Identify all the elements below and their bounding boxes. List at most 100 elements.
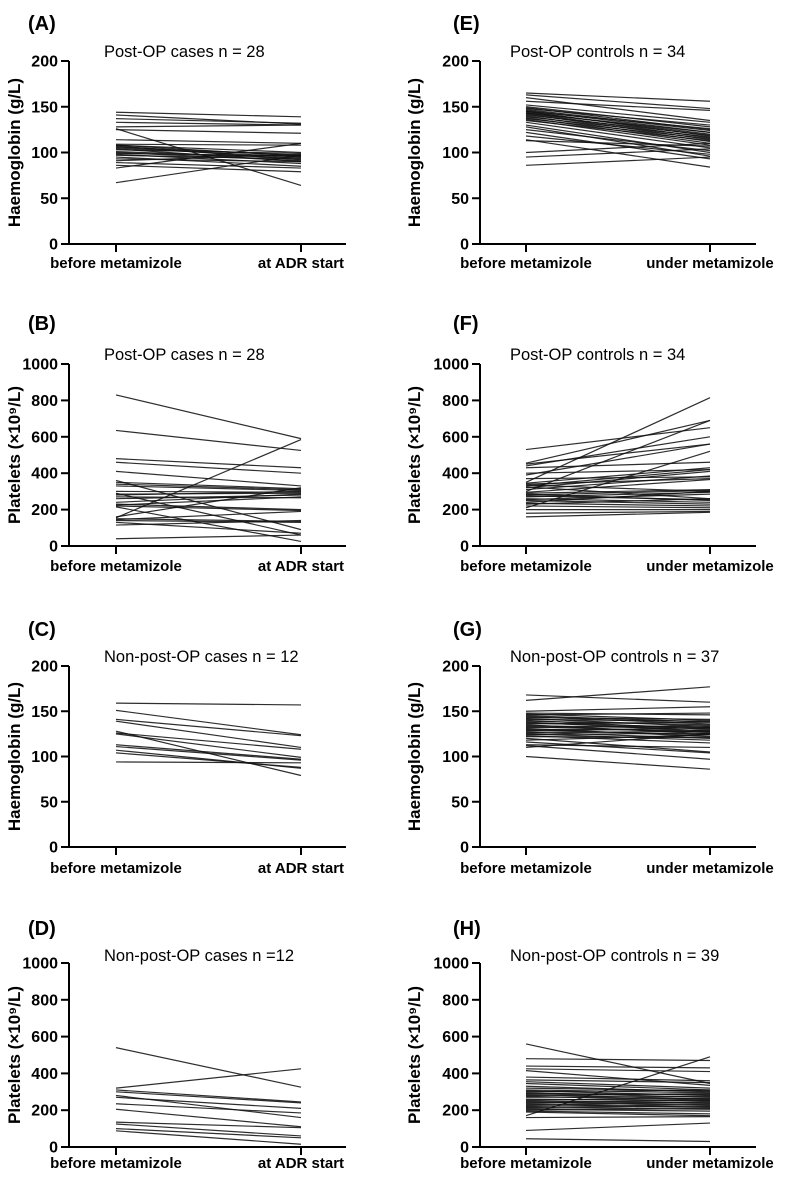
data-line xyxy=(115,1096,302,1109)
panel-non-post-op-cases-platelets: (D) Non-post-OP cases n =12 0 200 400 600 800 1… xyxy=(0,890,400,1194)
y-axis-title: Haemoglobin (g/L) xyxy=(405,78,424,227)
data-line xyxy=(115,720,302,749)
y-tick-label: 0 xyxy=(460,539,469,556)
data-line xyxy=(115,745,302,761)
y-tick-label: 200 xyxy=(442,502,469,519)
y-axis-title: Platelets (×10⁹/L) xyxy=(405,986,424,1124)
y-tick-label: 800 xyxy=(442,393,469,410)
data-line xyxy=(115,718,302,737)
data-line xyxy=(525,461,711,469)
x-category-label: before metamizole xyxy=(50,558,182,575)
panel-title: Post-OP cases n = 28 xyxy=(104,43,265,61)
data-line xyxy=(525,489,711,496)
data-line xyxy=(525,726,711,732)
data-line xyxy=(525,156,711,166)
x-category-label: before metamizole xyxy=(460,255,592,272)
data-line xyxy=(115,144,302,154)
y-tick-label: 0 xyxy=(460,1140,469,1157)
data-line xyxy=(115,496,302,506)
data-line xyxy=(525,490,711,503)
x-category-label: before metamizole xyxy=(460,1155,592,1172)
data-line xyxy=(525,706,711,712)
panel-post-op-controls-haemoglobin: (E) Post-OP controls n = 34 0 50 100 150 200 be… xyxy=(400,0,800,290)
data-line xyxy=(115,1089,302,1103)
y-tick-label: 600 xyxy=(31,429,58,446)
data-line xyxy=(115,1103,302,1114)
data-line xyxy=(525,148,711,158)
data-line xyxy=(115,154,302,184)
data-line xyxy=(525,755,711,770)
data-line xyxy=(525,129,711,152)
y-tick-label: 800 xyxy=(31,393,58,410)
data-line xyxy=(525,92,711,102)
data-line xyxy=(115,129,302,134)
y-tick-label: 100 xyxy=(442,749,469,766)
y-tick-label: 0 xyxy=(49,539,58,556)
data-line xyxy=(115,461,302,474)
data-line xyxy=(525,510,711,514)
data-line xyxy=(525,419,711,492)
data-line xyxy=(525,1099,711,1104)
data-line xyxy=(525,694,711,703)
data-line xyxy=(115,709,302,736)
data-line xyxy=(525,436,711,467)
panel-title: Post-OP controls n = 34 xyxy=(510,346,685,364)
data-line xyxy=(115,438,302,519)
data-line xyxy=(115,1047,302,1088)
chart-svg-A: (A) Post-OP cases n = 28 0 50 100 150 200 befor… xyxy=(5,13,346,272)
data-line xyxy=(525,124,711,154)
y-tick-label: 400 xyxy=(31,1066,58,1083)
data-line xyxy=(115,121,302,126)
data-line xyxy=(115,744,302,760)
data-line xyxy=(525,1070,711,1086)
data-line xyxy=(525,467,711,484)
y-tick-label: 0 xyxy=(49,840,58,857)
x-category-label: before metamizole xyxy=(50,1155,182,1172)
data-line xyxy=(525,1101,711,1106)
panel-title: Non-post-OP cases n =12 xyxy=(104,947,294,965)
data-line xyxy=(115,1068,302,1089)
y-axis-title: Platelets (×10⁹/L) xyxy=(5,386,24,524)
data-line xyxy=(525,1111,711,1117)
data-line xyxy=(525,1065,711,1069)
data-line xyxy=(115,752,302,768)
data-line xyxy=(525,1122,711,1132)
y-tick-label: 50 xyxy=(451,794,469,811)
data-line xyxy=(525,468,711,487)
x-category-label: under metamizole xyxy=(646,558,774,575)
y-axis-title: Haemoglobin (g/L) xyxy=(5,78,24,227)
y-tick-label: 400 xyxy=(31,466,58,483)
chart-svg-B: (B) Post-OP cases n = 28 0 200 400 600 800 1000… xyxy=(5,313,346,575)
data-line xyxy=(115,534,302,540)
panel-title: Post-OP controls n = 34 xyxy=(510,43,685,61)
data-line xyxy=(525,1116,711,1119)
panel-letter: (B) xyxy=(28,313,56,335)
chart-svg-E: (E) Post-OP controls n = 34 0 50 100 150 200 be… xyxy=(405,13,774,272)
data-line xyxy=(525,733,711,749)
data-line xyxy=(115,519,302,523)
data-line xyxy=(525,732,711,736)
panel-letter: (F) xyxy=(453,313,479,335)
y-tick-label: 600 xyxy=(442,429,469,446)
data-line xyxy=(525,114,711,136)
data-line xyxy=(115,481,302,490)
data-line xyxy=(115,487,302,518)
data-line xyxy=(525,142,711,154)
data-line xyxy=(525,1105,711,1109)
y-tick-label: 1000 xyxy=(433,357,469,374)
data-line xyxy=(115,149,302,155)
y-tick-label: 150 xyxy=(31,704,58,721)
y-tick-label: 400 xyxy=(442,466,469,483)
y-axis-title: Platelets (×10⁹/L) xyxy=(5,986,24,1124)
data-line xyxy=(525,745,711,760)
chart-svg-D: (D) Non-post-OP cases n =12 0 200 400 600 800 1… xyxy=(5,918,346,1172)
data-line xyxy=(115,733,302,759)
data-line xyxy=(525,94,711,110)
data-line xyxy=(525,1068,711,1073)
panel-post-op-controls-platelets: (F) Post-OP controls n = 34 0 200 400 600 800 1… xyxy=(400,290,800,590)
y-tick-label: 1000 xyxy=(22,956,58,973)
data-line xyxy=(525,397,711,483)
panel-title: Non-post-OP cases n = 12 xyxy=(104,648,299,666)
data-line xyxy=(525,1076,711,1082)
data-line xyxy=(115,492,302,536)
